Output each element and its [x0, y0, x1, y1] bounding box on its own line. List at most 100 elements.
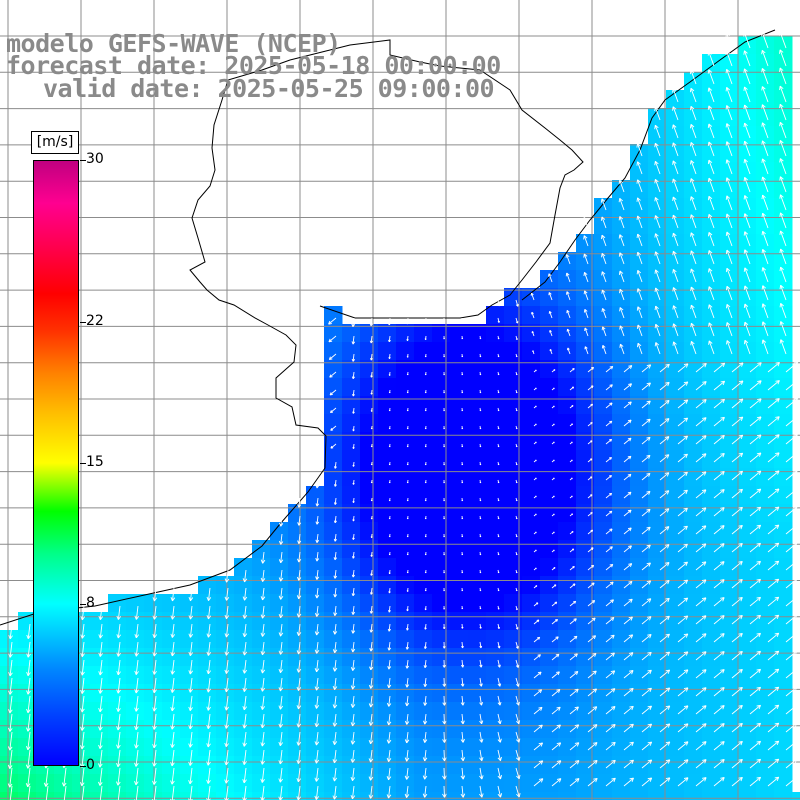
wind-arrow	[761, 104, 769, 121]
wind-arrow	[731, 561, 743, 571]
sea-cell	[558, 522, 577, 541]
sea-cell	[414, 504, 433, 523]
wind-arrow	[224, 623, 230, 638]
sea-cell	[288, 702, 307, 721]
sea-cell	[396, 720, 415, 739]
wind-arrow	[695, 687, 707, 697]
wind-arrow	[188, 677, 193, 693]
wind-arrow	[713, 543, 725, 553]
wind-arrow	[80, 677, 85, 694]
sea-cell	[558, 450, 577, 469]
sea-cell	[720, 702, 739, 721]
sea-cell	[756, 774, 775, 793]
wind-arrow	[713, 398, 725, 409]
wind-arrow	[406, 461, 409, 466]
sea-cell	[774, 324, 793, 343]
sea-cell	[504, 666, 523, 685]
wind-arrow	[98, 641, 103, 657]
sea-cell	[432, 720, 451, 739]
sea-cell	[270, 792, 289, 800]
wind-arrow	[188, 767, 193, 785]
sea-cell	[648, 252, 667, 271]
wind-arrow	[618, 252, 625, 265]
sea-cell	[198, 684, 217, 703]
sea-cell	[720, 756, 739, 775]
sea-cell	[306, 540, 325, 559]
sea-cell	[180, 738, 199, 757]
sea-cell	[558, 756, 577, 775]
wind-arrow	[315, 533, 320, 543]
sea-cell	[288, 792, 307, 800]
wind-arrow	[533, 441, 537, 445]
wind-arrow	[352, 407, 355, 414]
sea-cell	[756, 558, 775, 577]
wind-arrow	[761, 86, 769, 103]
sea-cell	[756, 342, 775, 361]
sea-cell	[774, 126, 793, 145]
sea-cell	[378, 450, 397, 469]
wind-arrow	[583, 290, 589, 301]
sea-cell	[522, 540, 541, 559]
colorbar-tick	[80, 321, 86, 323]
wind-arrow	[461, 641, 464, 649]
sea-cell	[288, 666, 307, 685]
wind-arrow	[515, 623, 519, 630]
sea-cell	[216, 756, 235, 775]
sea-cell	[738, 90, 757, 109]
sea-cell	[234, 630, 253, 649]
sea-cell	[324, 630, 343, 649]
sea-cell	[720, 144, 739, 163]
sea-cell	[648, 738, 667, 757]
sea-cell	[324, 522, 343, 541]
wind-arrow	[749, 362, 762, 373]
wind-arrow	[296, 695, 302, 710]
wind-arrow	[713, 651, 725, 661]
wind-arrow	[315, 479, 320, 489]
wind-arrow	[567, 347, 571, 355]
sea-cell	[288, 558, 307, 577]
sea-cell	[486, 504, 505, 523]
wind-arrow	[749, 668, 761, 679]
wind-arrow	[707, 123, 715, 139]
sea-cell	[720, 90, 739, 109]
wind-arrow	[641, 616, 652, 625]
sea-cell	[612, 198, 631, 217]
wind-arrow	[659, 579, 670, 589]
wind-arrow	[406, 569, 409, 574]
wind-arrow	[350, 749, 356, 763]
wind-arrow	[332, 677, 338, 690]
wind-arrow	[388, 551, 391, 556]
sea-cell	[270, 702, 289, 721]
sea-cell	[612, 774, 631, 793]
wind-arrow	[565, 254, 571, 265]
sea-cell	[162, 666, 181, 685]
wind-arrow	[569, 760, 580, 769]
sea-cell	[612, 324, 631, 343]
sea-cell	[648, 756, 667, 775]
wind-arrow	[26, 713, 31, 732]
wind-arrow	[25, 749, 31, 769]
wind-arrow	[497, 623, 500, 630]
sea-cell	[522, 306, 541, 325]
sea-cell	[414, 558, 433, 577]
wind-arrow	[587, 688, 597, 697]
wind-arrow	[605, 528, 613, 535]
wind-arrow	[479, 569, 482, 574]
sea-cell	[360, 432, 379, 451]
sea-cell	[324, 378, 343, 397]
wind-arrow	[566, 309, 571, 319]
sea-cell	[504, 486, 523, 505]
sea-cell	[612, 216, 631, 235]
wind-arrow	[497, 659, 501, 668]
sea-cell	[666, 486, 685, 505]
wind-arrow	[116, 641, 121, 657]
wind-arrow	[98, 749, 103, 768]
wind-arrow	[713, 380, 726, 391]
wind-arrow	[725, 231, 733, 247]
wind-arrow	[533, 531, 537, 535]
sea-cell	[486, 576, 505, 595]
sea-cell	[558, 666, 577, 685]
sea-cell	[720, 792, 739, 800]
wind-arrow	[424, 479, 427, 484]
wind-arrow	[7, 713, 13, 732]
